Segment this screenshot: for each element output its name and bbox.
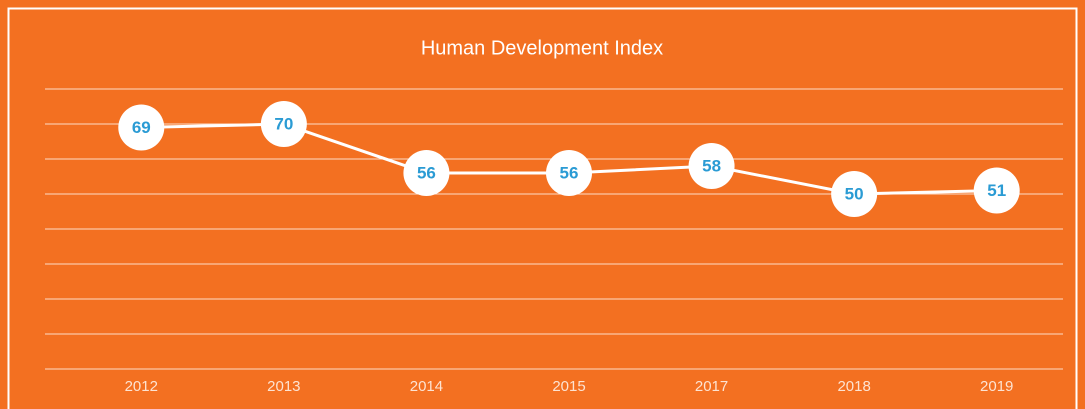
frame [7,7,1078,409]
data-label: 51 [987,181,1006,200]
marker [546,150,592,196]
x-tick-label: 2013 [267,378,300,395]
marker [973,167,1020,214]
marker [260,101,307,147]
marker [831,171,878,217]
chart-title: Human Development Index [421,37,663,59]
data-label: 70 [274,114,293,133]
data-label: 56 [417,163,436,182]
marker [688,143,735,189]
marker [118,104,165,151]
x-tick-label: 2018 [837,378,870,395]
x-tick-label: 2017 [695,378,728,395]
marker [403,150,450,196]
x-tick-label: 2015 [552,378,585,395]
data-label: 58 [702,156,721,175]
data-label: 50 [845,184,864,203]
x-tick-label: 2014 [410,378,443,395]
data-label: 69 [132,118,151,137]
data-label: 56 [560,163,579,182]
x-tick-label: 2012 [125,378,158,395]
x-tick-label: 2019 [980,378,1013,395]
